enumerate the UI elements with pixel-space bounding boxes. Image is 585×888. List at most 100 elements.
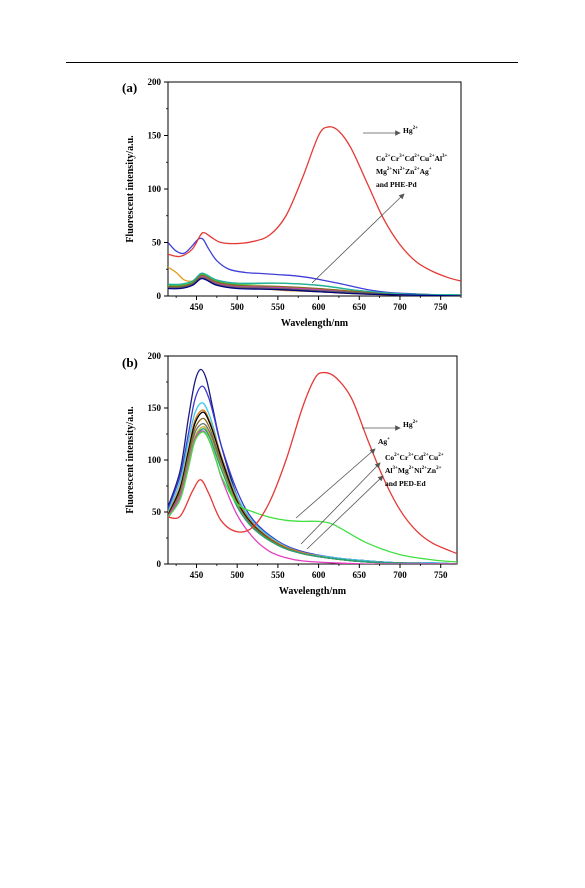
annotation-superscript: + xyxy=(429,167,432,172)
annotation-run: and PED-Ed xyxy=(385,479,426,488)
annotation-text: Co2+Cr3+Cd2+Cu2+ xyxy=(385,453,444,462)
x-tick-label: 500 xyxy=(230,570,244,580)
x-tick-label: 450 xyxy=(190,570,204,580)
x-axis-title: Wavelength/nm xyxy=(279,586,347,597)
x-tick-label: 550 xyxy=(271,570,285,580)
annotation-superscript: 2+ xyxy=(387,167,393,172)
annotation-superscript: 3+ xyxy=(393,466,399,471)
annotation-text: Hg2+ xyxy=(403,420,418,429)
annotation-run: Mg xyxy=(376,167,387,176)
annotation-run: Cu xyxy=(429,453,439,462)
annotation-run: Al xyxy=(435,154,443,163)
series-line xyxy=(168,402,457,564)
annotation-run: Al xyxy=(385,466,393,475)
annotation-arrow xyxy=(311,193,405,284)
x-tick-label: 550 xyxy=(271,302,285,312)
annotation-run: Co xyxy=(376,154,385,163)
y-tick-label: 200 xyxy=(148,77,162,87)
annotation-run: Hg xyxy=(403,126,413,135)
series-line xyxy=(168,371,457,555)
series-group xyxy=(168,126,461,296)
annotation-arrow xyxy=(300,462,381,545)
annotation-superscript: 3+ xyxy=(399,154,405,159)
annotation-superscript: 2+ xyxy=(414,154,420,159)
annotation-superscript: 2+ xyxy=(413,420,419,425)
y-tick-label: 150 xyxy=(148,131,162,141)
panel-label: (a) xyxy=(122,80,137,95)
annotation-run: and PHE-Pd xyxy=(376,180,417,189)
x-tick-label: 750 xyxy=(434,570,448,580)
y-tick-label: 100 xyxy=(148,184,162,194)
series-line xyxy=(168,237,461,296)
annotation-run: Ag xyxy=(378,437,387,446)
annotation-text: Mg2+Ni2+Zn2+Ag+ xyxy=(376,167,432,176)
x-axis-title: Wavelength/nm xyxy=(281,318,349,329)
annotation-text: Co2+Cr3+Cd2+Cu2+Al3+ xyxy=(376,154,448,163)
series-line xyxy=(168,277,461,296)
annotation-superscript: 2+ xyxy=(385,154,391,159)
annotation-run: Ag xyxy=(420,167,429,176)
series-line xyxy=(168,430,457,564)
series-line xyxy=(168,272,461,296)
annotation-text: Al3+Mg2+Ni2+Zn2+ xyxy=(385,466,442,475)
annotation-superscript: 2+ xyxy=(414,167,420,172)
header-rule xyxy=(66,62,518,63)
x-tick-label: 500 xyxy=(230,302,244,312)
annotation-superscript: 2+ xyxy=(400,167,406,172)
annotation-text: and PED-Ed xyxy=(385,479,426,488)
annotation-superscript: 3+ xyxy=(442,154,448,159)
annotation-arrow xyxy=(295,448,376,519)
x-tick-label: 750 xyxy=(434,302,448,312)
annotation-superscript: 2+ xyxy=(438,453,444,458)
x-tick-label: 650 xyxy=(353,302,367,312)
y-tick-label: 50 xyxy=(152,238,162,248)
y-axis-title: Fluorescent intensity/a.u. xyxy=(125,135,136,243)
y-tick-label: 100 xyxy=(148,455,162,465)
annotation-superscript: 2+ xyxy=(429,154,435,159)
annotation-run: Co xyxy=(385,453,394,462)
annotation-run: Cd xyxy=(414,453,424,462)
annotation-run: Cu xyxy=(420,154,430,163)
annotation-run: Ni xyxy=(414,466,422,475)
annotation-text: Hg2+ xyxy=(403,126,418,135)
annotation-run: Cd xyxy=(405,154,415,163)
annotation-run: Ni xyxy=(392,167,400,176)
x-tick-label: 600 xyxy=(312,570,326,580)
x-tick-label: 450 xyxy=(190,302,204,312)
series-line xyxy=(168,276,461,296)
y-tick-label: 0 xyxy=(157,559,162,569)
x-tick-label: 700 xyxy=(393,570,407,580)
annotation-run: Mg xyxy=(398,466,409,475)
annotation-superscript: 3+ xyxy=(408,453,414,458)
chart-panel: 450 500 550 600 650 700 750 0 50 100 150 200 Wavelen… xyxy=(122,77,462,329)
x-tick-label: 600 xyxy=(312,302,326,312)
y-tick-label: 50 xyxy=(152,507,162,517)
plot-frame xyxy=(167,81,462,297)
x-tick-label: 700 xyxy=(393,302,407,312)
annotation-superscript: 2+ xyxy=(394,453,400,458)
y-axis-title: Fluorescent intensity/a.u. xyxy=(125,406,136,514)
y-tick-label: 150 xyxy=(148,403,162,413)
chart-panel: 450 500 550 600 650 700 750 0 50 100 150 200 Wavelen… xyxy=(122,351,458,597)
annotation-run: Zn xyxy=(427,466,437,475)
series-line xyxy=(168,385,457,564)
series-group xyxy=(168,368,457,564)
annotation-arrow xyxy=(306,475,384,550)
annotation-superscript: 2+ xyxy=(413,126,419,131)
x-tick-label: 650 xyxy=(353,570,367,580)
series-line xyxy=(168,431,457,563)
annotation-superscript: 2+ xyxy=(423,453,429,458)
y-tick-label: 0 xyxy=(157,291,162,301)
annotation-superscript: 2+ xyxy=(436,466,442,471)
series-line xyxy=(168,274,461,296)
panel-label: (b) xyxy=(122,355,138,370)
annotation-run: Cr xyxy=(400,453,409,462)
annotation-run: Zn xyxy=(405,167,415,176)
annotation-superscript: + xyxy=(387,437,390,442)
annotation-text: Ag+ xyxy=(378,437,390,446)
annotation-run: Hg xyxy=(403,420,413,429)
annotation-superscript: 2+ xyxy=(409,466,415,471)
y-tick-label: 200 xyxy=(148,351,162,361)
series-line xyxy=(168,126,461,282)
